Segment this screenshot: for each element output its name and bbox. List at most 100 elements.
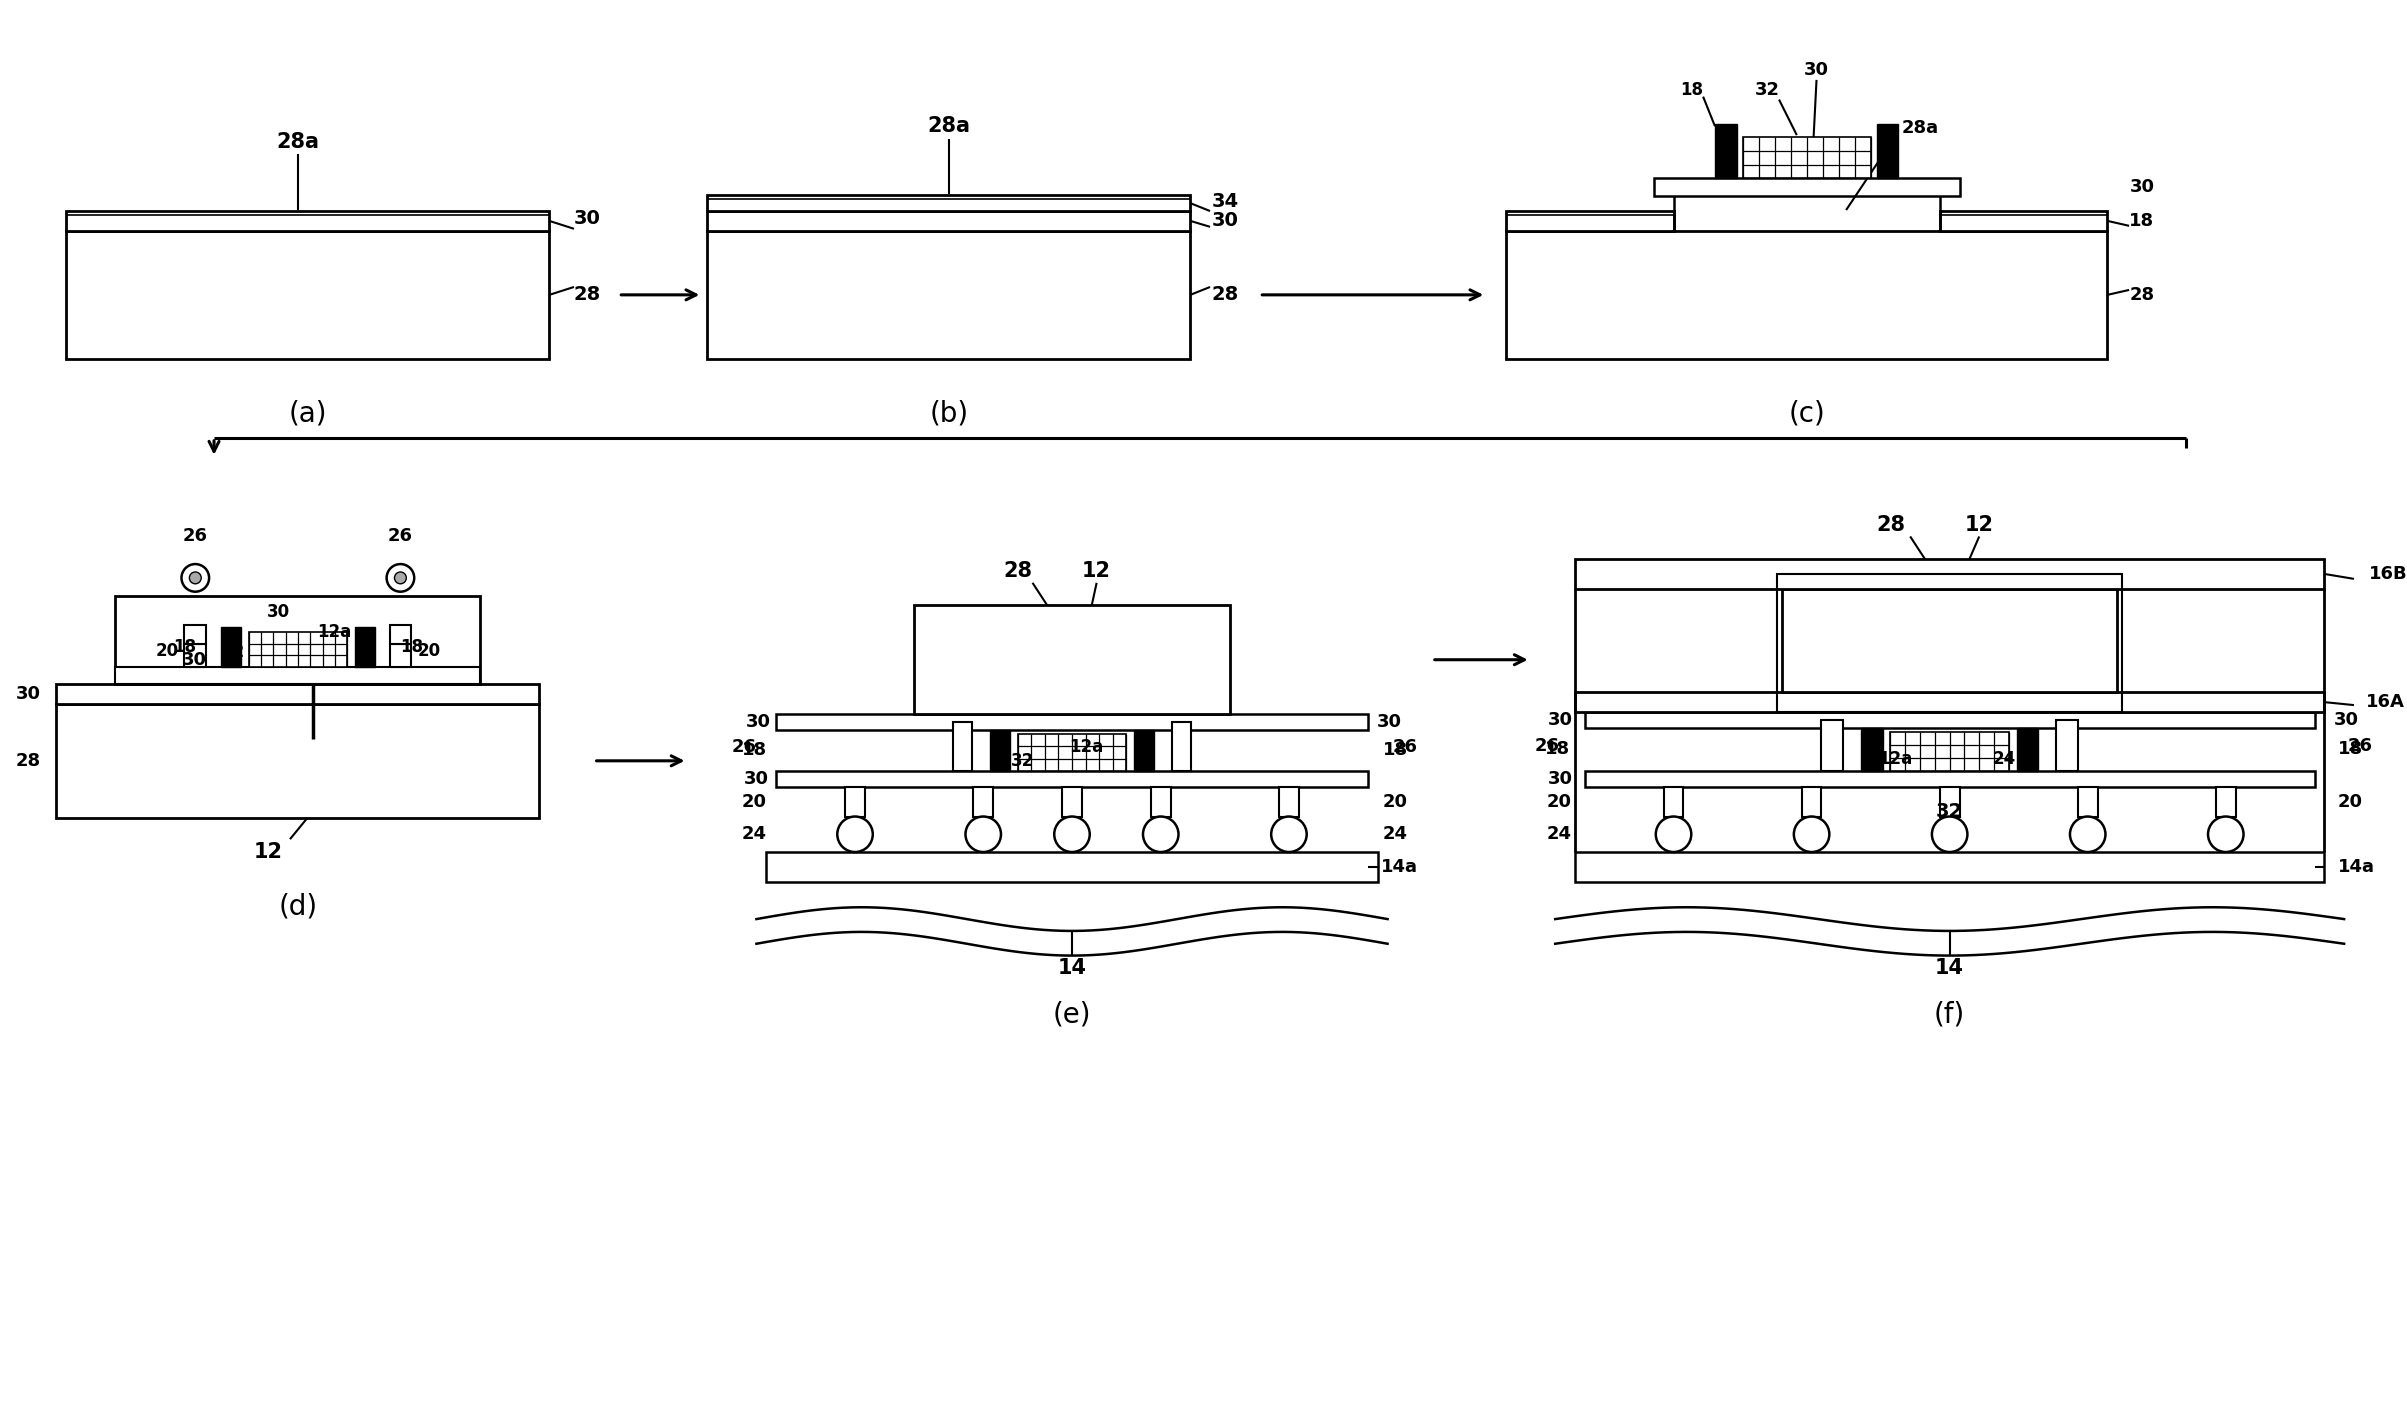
Text: 14: 14	[1935, 958, 1964, 978]
Text: 20: 20	[416, 642, 440, 661]
Bar	[845, 787, 864, 816]
Bar	[1889, 732, 2010, 772]
Text: 24: 24	[1993, 750, 2015, 769]
Bar	[1172, 722, 1191, 772]
Text: 30: 30	[573, 209, 599, 228]
Bar	[1940, 211, 2109, 231]
Circle shape	[388, 564, 414, 592]
Bar	[2056, 721, 2077, 772]
Circle shape	[1271, 816, 1307, 852]
Circle shape	[2207, 816, 2243, 852]
Text: (b): (b)	[929, 399, 968, 427]
Bar	[1584, 712, 2316, 728]
Circle shape	[1143, 816, 1179, 852]
Bar	[116, 595, 481, 685]
Text: 30: 30	[2332, 711, 2359, 729]
Text: 26: 26	[732, 738, 758, 756]
Bar	[1134, 729, 1153, 772]
Bar	[1743, 137, 1870, 178]
Bar	[1574, 852, 2325, 881]
Bar	[708, 231, 1191, 359]
Text: 28: 28	[1211, 285, 1240, 305]
Circle shape	[838, 816, 874, 852]
Text: 12a: 12a	[1877, 750, 1914, 769]
Text: 26: 26	[2347, 736, 2373, 755]
Bar	[775, 772, 1367, 787]
Bar	[65, 211, 549, 231]
Text: (c): (c)	[1788, 399, 1825, 427]
Bar	[185, 644, 207, 666]
Text: 18: 18	[2130, 212, 2154, 229]
Text: 28: 28	[1004, 561, 1033, 581]
Text: 28a: 28a	[277, 132, 320, 152]
Text: 24: 24	[1384, 826, 1408, 843]
Bar	[989, 729, 1011, 772]
Bar	[1278, 787, 1300, 816]
Text: 20: 20	[1548, 793, 1572, 810]
Text: 30: 30	[744, 770, 768, 787]
Bar	[356, 627, 375, 666]
Text: 28: 28	[17, 752, 41, 770]
Bar	[2077, 787, 2096, 816]
Circle shape	[965, 816, 1001, 852]
Text: 26: 26	[183, 527, 207, 545]
Text: 18: 18	[1545, 740, 1569, 759]
Bar	[708, 195, 1191, 211]
Text: 12: 12	[1083, 561, 1112, 581]
Bar	[1781, 588, 2118, 692]
Circle shape	[1793, 816, 1829, 852]
Text: 28: 28	[573, 285, 599, 305]
Bar	[65, 231, 549, 359]
Bar	[1861, 728, 1882, 772]
Bar	[1061, 787, 1081, 816]
Bar	[2017, 728, 2039, 772]
Text: 32: 32	[221, 642, 246, 661]
Bar	[185, 625, 207, 644]
Text: 28: 28	[1875, 514, 1904, 534]
Bar	[1574, 692, 2325, 712]
Circle shape	[395, 572, 407, 584]
Circle shape	[1933, 816, 1967, 852]
Bar	[1018, 733, 1126, 772]
Text: 20: 20	[2337, 793, 2364, 810]
Bar	[390, 644, 412, 666]
Text: 30: 30	[17, 685, 41, 703]
Bar	[1663, 787, 1682, 816]
Bar	[765, 852, 1377, 881]
Text: 28: 28	[2130, 286, 2154, 303]
Text: 30: 30	[1548, 711, 1572, 729]
Text: 20: 20	[741, 793, 768, 810]
Text: 30: 30	[1548, 770, 1572, 787]
Circle shape	[1054, 816, 1090, 852]
Text: 18: 18	[1680, 81, 1702, 98]
Text: 24: 24	[1548, 826, 1572, 843]
Circle shape	[181, 564, 209, 592]
Text: 20: 20	[154, 642, 178, 661]
Text: 12: 12	[253, 842, 282, 862]
Text: 32: 32	[1011, 752, 1035, 770]
Text: 12: 12	[1964, 514, 1993, 534]
Text: 26: 26	[1394, 738, 1418, 756]
Text: 30: 30	[1377, 713, 1401, 731]
Bar	[116, 666, 481, 685]
Bar	[915, 605, 1230, 713]
Bar	[390, 625, 412, 644]
Text: 20: 20	[1384, 793, 1408, 810]
Text: 32: 32	[1935, 802, 1964, 822]
Text: 26: 26	[388, 527, 414, 545]
Bar	[1654, 178, 1959, 197]
Text: 34: 34	[1211, 192, 1237, 211]
Bar	[1584, 772, 2316, 787]
Text: 18: 18	[173, 638, 195, 656]
Text: 16A: 16A	[2366, 693, 2405, 711]
Bar	[1803, 787, 1822, 816]
Bar	[1151, 787, 1170, 816]
Bar	[708, 211, 1191, 231]
Text: 28a: 28a	[927, 117, 970, 137]
Text: (f): (f)	[1935, 1001, 1964, 1028]
Bar	[775, 713, 1367, 729]
Text: 32: 32	[1755, 81, 1779, 98]
Text: 14: 14	[1057, 958, 1086, 978]
Bar	[1507, 211, 1673, 231]
Bar	[1940, 787, 1959, 816]
